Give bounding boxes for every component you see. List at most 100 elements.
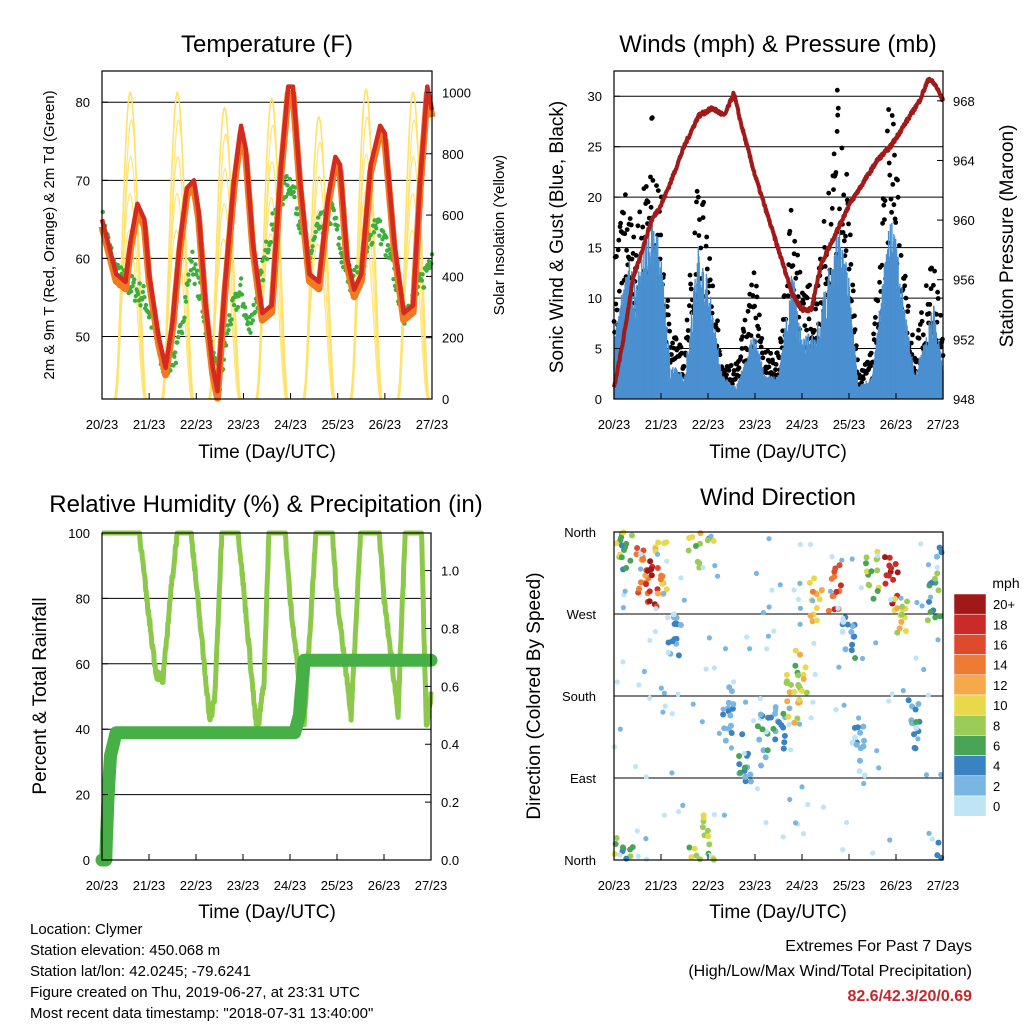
- humidity-tick-labels: 0 20 40 60 80 100 0.0 0.2 0.4 0.6 0.8 1.0 20/23 21/23…: [68, 526, 459, 893]
- wind-x-tick-label: 23/23: [739, 417, 772, 432]
- direction-point: [911, 731, 917, 738]
- gust-point: [879, 262, 885, 268]
- direction-point: [925, 692, 931, 698]
- direction-point: [806, 579, 813, 586]
- location-text: Location: Clymer: [30, 921, 143, 938]
- gust-point: [704, 234, 710, 240]
- gust-point: [628, 222, 634, 228]
- gust-point: [771, 372, 777, 377]
- gust-point: [885, 128, 890, 134]
- temp-x-tick-label: 23/23: [227, 417, 260, 432]
- direction-point: [635, 853, 641, 860]
- gust-point: [681, 364, 687, 369]
- rh-x-tick-label: 21/23: [133, 878, 166, 893]
- direction-point: [784, 678, 790, 685]
- direction-point: [858, 585, 864, 591]
- direction-point: [688, 854, 695, 861]
- direction-point: [890, 576, 897, 583]
- direction-point: [841, 702, 847, 708]
- direction-point: [699, 824, 706, 831]
- dewpoint-point: [115, 262, 120, 267]
- gust-point: [905, 303, 911, 309]
- dewpoint-point: [312, 234, 318, 240]
- dir-x-tick-label: 22/23: [692, 878, 725, 893]
- dewpoint-point: [293, 185, 298, 190]
- gust-point: [822, 264, 828, 269]
- gust-point: [748, 333, 754, 338]
- direction-point: [792, 647, 799, 654]
- dewpoint-point: [194, 268, 200, 273]
- gust-point: [801, 301, 806, 306]
- temp-y2-tick-label: 800: [442, 147, 464, 162]
- direction-point: [642, 572, 649, 579]
- direction-point: [669, 711, 675, 717]
- direction-point: [786, 705, 792, 711]
- direction-point: [627, 846, 634, 853]
- gust-point: [889, 209, 894, 215]
- direction-point: [721, 725, 728, 732]
- gust-point: [898, 253, 904, 258]
- gust-point: [637, 209, 643, 215]
- direction-point: [700, 564, 706, 571]
- direction-point: [875, 553, 881, 559]
- solar-day-curve: [208, 106, 241, 400]
- gust-point: [835, 105, 841, 111]
- dewpoint-point: [429, 261, 434, 266]
- direction-point: [728, 730, 735, 736]
- legend-swatch: [953, 775, 987, 797]
- dewpoint-point: [250, 318, 256, 323]
- direction-point: [696, 564, 703, 571]
- dewpoint-point: [419, 278, 424, 283]
- rh-x-tick-label: 22/23: [180, 878, 213, 893]
- direction-point: [791, 689, 798, 695]
- rh-y2-tick-label: 0.6: [441, 679, 459, 694]
- dewpoint-point: [224, 331, 230, 336]
- gust-point: [648, 204, 654, 210]
- legend-label: 12: [993, 678, 1007, 693]
- gust-point: [779, 338, 784, 344]
- direction-point: [669, 770, 675, 776]
- direction-point: [859, 655, 866, 662]
- gust-point: [627, 216, 633, 222]
- direction-point: [741, 750, 747, 757]
- direction-point: [660, 709, 666, 715]
- direction-point: [777, 582, 783, 588]
- gust-point: [852, 313, 857, 319]
- dewpoint-point: [189, 259, 194, 264]
- gust-point: [695, 194, 701, 200]
- gust-point: [739, 346, 745, 351]
- dewpoint-point: [128, 289, 134, 294]
- dir-x-tick-label: 23/23: [739, 878, 772, 893]
- gust-point: [934, 311, 939, 317]
- direction-point: [902, 628, 909, 634]
- direction-point: [785, 713, 792, 720]
- direction-point: [613, 835, 620, 841]
- dewpoint-point: [337, 235, 342, 241]
- gust-point: [843, 233, 848, 239]
- direction-point: [760, 610, 767, 616]
- direction-point: [747, 646, 753, 652]
- gust-point: [666, 312, 671, 318]
- direction-point: [788, 681, 794, 688]
- direction-point: [800, 671, 807, 678]
- gust-point: [886, 107, 891, 112]
- gust-point: [916, 327, 921, 333]
- direction-point: [661, 590, 667, 597]
- gust-point: [760, 355, 766, 361]
- dewpoint-point: [242, 305, 248, 310]
- legend-swatch: [953, 593, 987, 615]
- direction-point: [619, 844, 626, 851]
- direction-point: [856, 715, 862, 721]
- gust-point: [618, 220, 623, 226]
- direction-point: [736, 761, 743, 768]
- direction-point: [882, 580, 889, 587]
- dir-x-tick-label: 21/23: [645, 878, 678, 893]
- gust-point: [932, 268, 937, 274]
- legend-label: 2: [993, 779, 1000, 794]
- direction-point: [704, 537, 711, 544]
- gust-point: [847, 232, 853, 238]
- gust-point: [877, 279, 882, 285]
- winds-chart-title: Winds (mph) & Pressure (mb): [619, 31, 936, 58]
